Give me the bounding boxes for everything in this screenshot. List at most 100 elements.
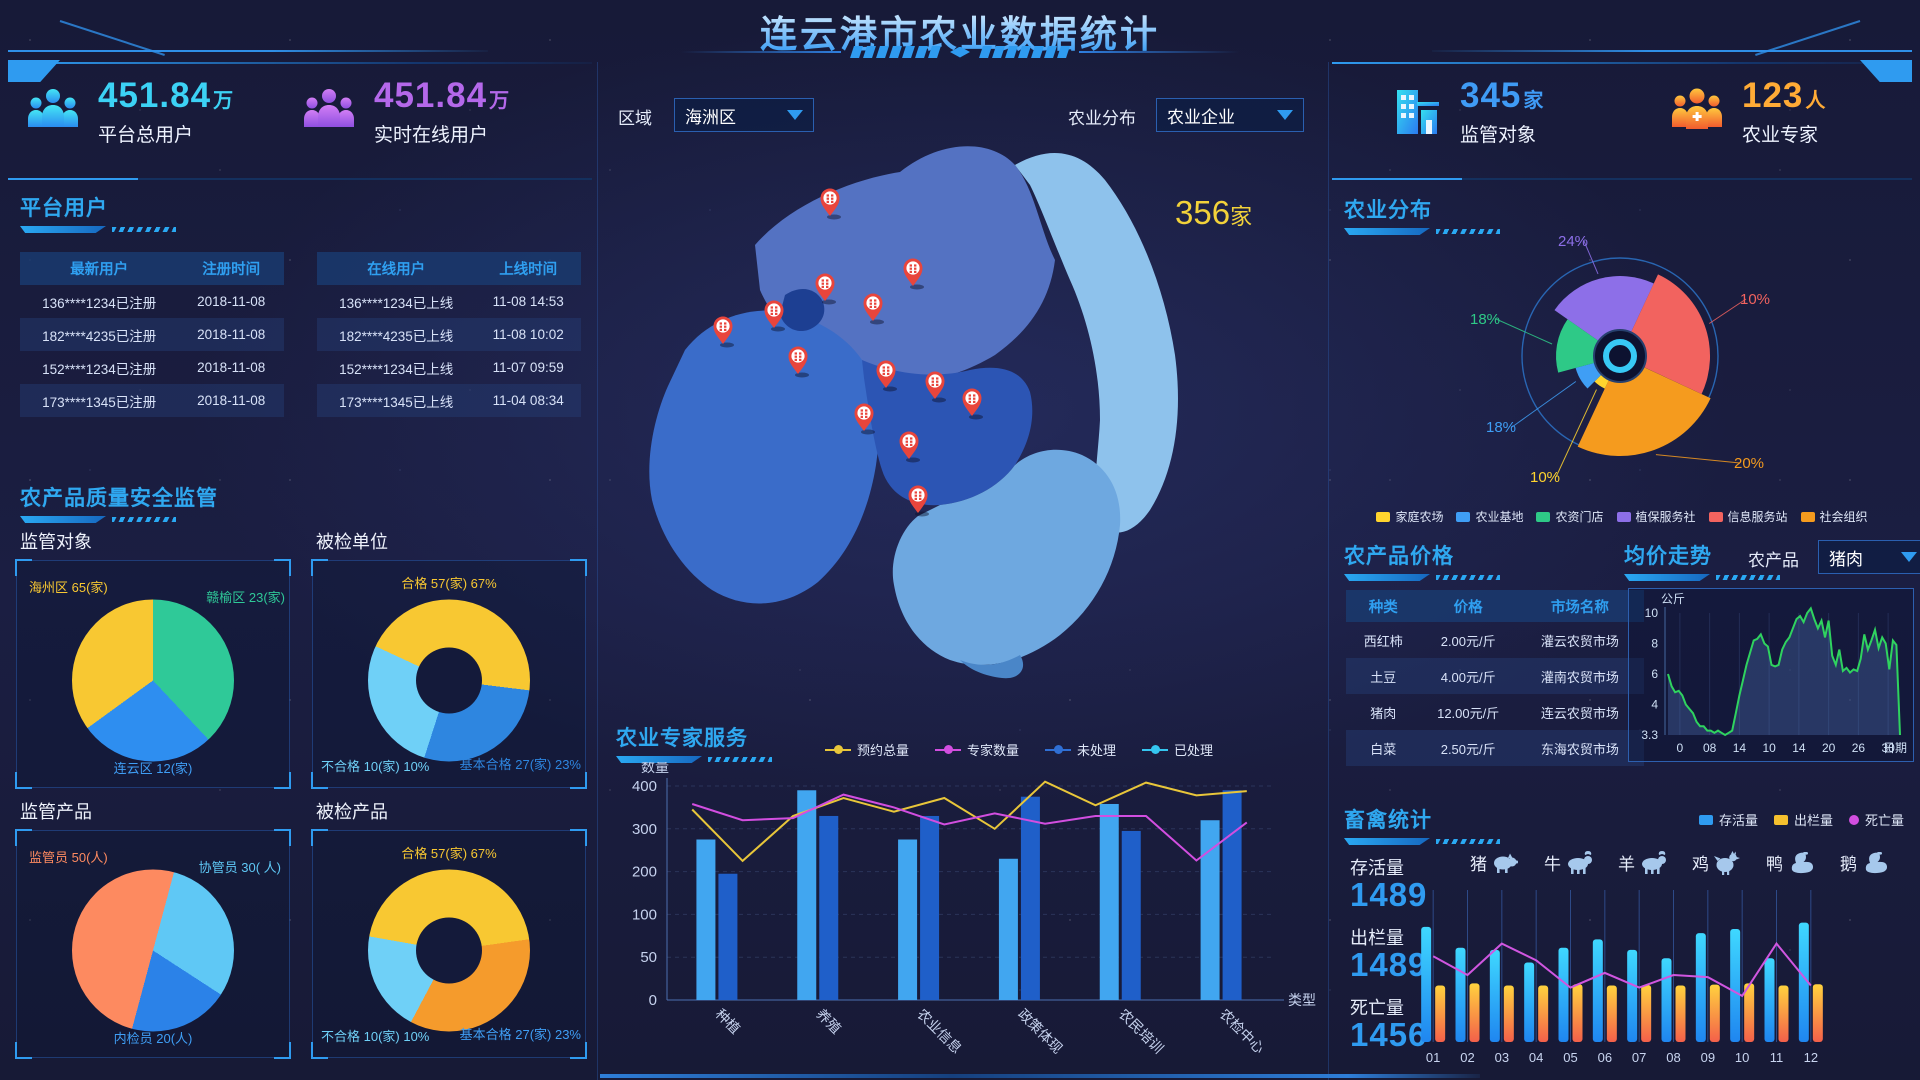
svg-text:11: 11: [1770, 1050, 1784, 1065]
legend-label: 社会组织: [1819, 510, 1868, 524]
pie-box-checked-unit: 合格 57(家) 67% 不合格 10(家) 10% 基本合格 27(家) 23…: [311, 559, 587, 789]
svg-text:0: 0: [1677, 741, 1684, 755]
svg-text:14: 14: [1792, 741, 1806, 755]
table-row: 白菜 2.50元/斤 东海农贸市场: [1346, 730, 1644, 766]
svg-text:02: 02: [1460, 1050, 1474, 1065]
svg-text:8: 8: [1651, 637, 1658, 651]
svg-text:种植: 种植: [712, 1006, 743, 1037]
stat-agri-experts: 123 人 农业专家: [1668, 76, 1825, 147]
table-header-row: 在线用户 上线时间: [317, 252, 581, 285]
animal-pig[interactable]: 猪: [1470, 850, 1520, 875]
livestock-stat-label: 出栏量: [1350, 928, 1404, 948]
svg-text:0: 0: [649, 992, 657, 1009]
chevron-down-icon: [787, 110, 803, 120]
svg-text:08: 08: [1703, 741, 1717, 755]
distribution-select[interactable]: 农业企业: [1156, 98, 1304, 132]
subtitle-supervision-product: 监管产品: [20, 802, 92, 822]
stat-label: 平台总用户: [98, 125, 194, 146]
svg-text:20: 20: [1822, 741, 1836, 755]
animal-chicken[interactable]: 鸡: [1692, 850, 1742, 875]
legend-item[interactable]: 未处理: [1045, 740, 1116, 759]
svg-text:日期: 日期: [1883, 741, 1907, 755]
legend-item[interactable]: 社会组织: [1800, 508, 1868, 525]
animal-sheep[interactable]: 羊: [1618, 850, 1668, 875]
stat-unit: 万: [213, 90, 234, 112]
legend-label: 存活量: [1718, 813, 1758, 828]
table-header-row: 种类 价格 市场名称: [1346, 590, 1644, 622]
svg-text:18%: 18%: [1470, 311, 1500, 328]
livestock-chart: 01 02 03 04 05 06 07 08 09 10 11 12: [1421, 890, 1823, 1065]
svg-text:公斤: 公斤: [1661, 592, 1685, 606]
left-panel: 451.84 万 平台总用户 451.84 万 实时在线用户 平台用户 最新用户 注册…: [8, 62, 592, 1072]
pie-chart-supervision-product: [72, 869, 234, 1032]
svg-text:政策体现: 政策体现: [1015, 1006, 1066, 1057]
svg-text:6: 6: [1651, 667, 1658, 681]
chicken-icon: [1714, 850, 1740, 875]
svg-text:03: 03: [1495, 1050, 1509, 1065]
table-row: 猪肉 12.00元/斤 连云农贸市场: [1370, 705, 1619, 721]
panel-top-line: [8, 62, 592, 64]
stat-unit: 家: [1523, 90, 1544, 112]
svg-text:01: 01: [1426, 1050, 1440, 1065]
legend-item[interactable]: 农资门店: [1536, 508, 1604, 525]
animal-label: 羊: [1618, 855, 1635, 874]
table-row: 173****1345已注册 2018-11-08: [20, 384, 284, 417]
animal-goose[interactable]: 鹅: [1840, 850, 1890, 875]
region-map[interactable]: [600, 120, 1325, 680]
animal-cattle[interactable]: 牛: [1544, 850, 1594, 875]
enterprise-count-badge: 356家: [1175, 194, 1252, 232]
legend-label: 家庭农场: [1395, 510, 1444, 524]
panel-top-line: [1332, 62, 1912, 64]
legend-item[interactable]: 出栏量: [1773, 810, 1833, 829]
map-regions[interactable]: [649, 146, 1178, 679]
svg-text:18%: 18%: [1486, 419, 1516, 436]
users-group-icon: [28, 88, 78, 127]
swatch-icon: [1773, 814, 1788, 825]
divider: [8, 178, 592, 180]
swatch-icon: [1800, 511, 1815, 522]
line-marker-icon: [825, 745, 851, 754]
title-decoration: [20, 226, 178, 233]
table-row: 西红柿 2.00元/斤 灌云农贸市场: [1363, 633, 1619, 649]
legend-item[interactable]: 死亡量: [1848, 810, 1904, 829]
swatch-icon: [1456, 511, 1471, 522]
legend-item[interactable]: 预约总量: [825, 740, 909, 759]
legend-item[interactable]: 农业基地: [1456, 508, 1523, 525]
line-marker-icon: [1045, 745, 1072, 754]
legend-item[interactable]: 已处理: [1142, 740, 1213, 759]
pie-label: 连云区 12(家): [113, 761, 193, 776]
header-decoration: [8, 50, 488, 52]
svg-text:农检中心: 农检中心: [1217, 1006, 1268, 1057]
table-row: 182****4235已上线 11-08 10:02: [317, 318, 581, 351]
title-decoration: [20, 516, 178, 523]
legend-item[interactable]: 专家数量: [935, 740, 1019, 759]
swatch-icon: [1698, 814, 1713, 825]
stat-unit: 人: [1805, 90, 1826, 112]
legend-item[interactable]: 存活量: [1698, 810, 1758, 829]
product-select[interactable]: 猪肉: [1818, 540, 1920, 574]
donut-chart-checked-unit: [368, 599, 530, 762]
title-decoration: [1344, 838, 1502, 845]
donut-chart-checked-product: [368, 869, 530, 1032]
legend-label: 农业基地: [1475, 510, 1524, 524]
table-row: 152****1234已注册 2018-11-08: [42, 360, 266, 377]
legend-item[interactable]: 家庭农场: [1376, 508, 1443, 525]
pig-icon: [1494, 853, 1518, 873]
legend-item[interactable]: 信息服务站: [1708, 508, 1788, 525]
table-row: 173****1345已上线 11-04 08:34: [317, 384, 581, 417]
building-icon: [1397, 89, 1439, 134]
svg-text:农民培训: 农民培训: [1116, 1006, 1167, 1057]
svg-text:14: 14: [1733, 741, 1747, 755]
svg-text:10: 10: [1645, 606, 1659, 620]
stat-total-users: 451.84 万 平台总用户: [24, 76, 233, 147]
svg-text:300: 300: [632, 821, 657, 838]
region-select-value: 海洲区: [685, 107, 736, 127]
map-pin[interactable]: [908, 485, 930, 517]
stat-label: 实时在线用户: [374, 125, 489, 146]
product-select-value: 猪肉: [1829, 549, 1863, 569]
animal-duck[interactable]: 鸭: [1766, 850, 1816, 875]
distribution-select-value: 农业企业: [1167, 107, 1235, 127]
table-row: 136****1234已上线 11-08 14:53: [339, 294, 564, 311]
region-select[interactable]: 海洲区: [674, 98, 814, 132]
legend-item[interactable]: 植保服务社: [1616, 508, 1696, 525]
